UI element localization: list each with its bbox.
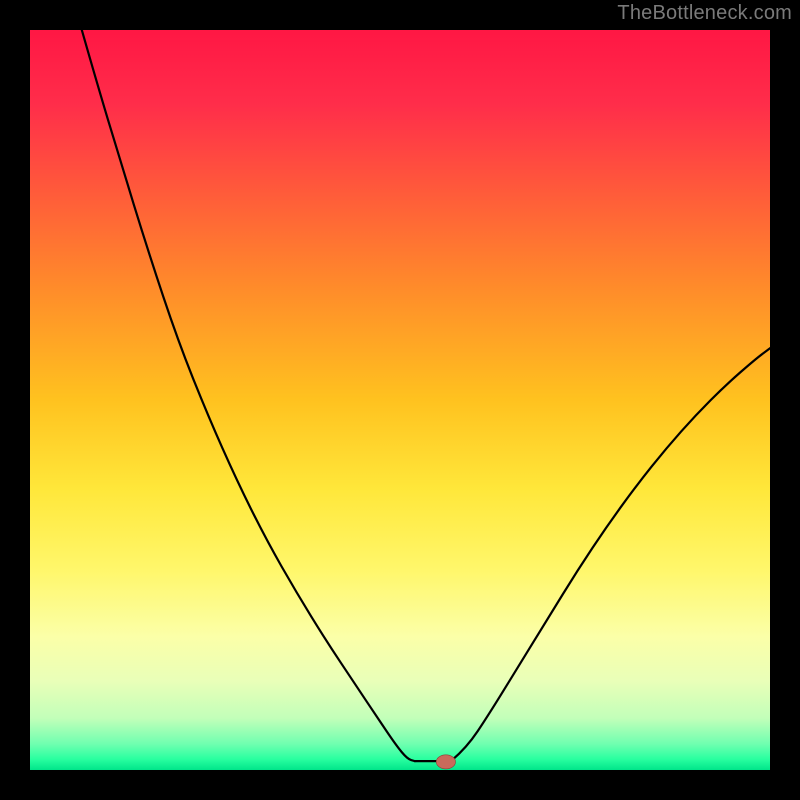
chart-svg: [30, 30, 770, 770]
plot-area: [30, 30, 770, 770]
series-left-curve: [82, 30, 415, 761]
watermark-text: TheBottleneck.com: [617, 2, 792, 25]
gradient-background: [30, 30, 770, 770]
series-right-curve: [452, 348, 770, 760]
minimum-marker-icon: [436, 755, 455, 769]
chart-frame: TheBottleneck.com: [0, 0, 800, 800]
